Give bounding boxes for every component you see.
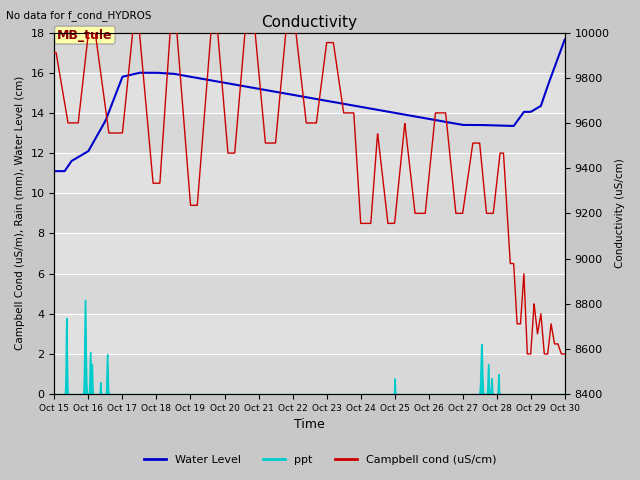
Bar: [54, 274, 564, 314]
Text: MB_tule: MB_tule: [57, 29, 113, 42]
Bar: [54, 314, 564, 354]
Bar: [54, 193, 564, 233]
X-axis label: Time: Time: [294, 419, 325, 432]
Title: Conductivity: Conductivity: [262, 15, 358, 30]
Y-axis label: Campbell Cond (uS/m), Rain (mm), Water Level (cm): Campbell Cond (uS/m), Rain (mm), Water L…: [15, 76, 25, 350]
Y-axis label: Conductivity (uS/cm): Conductivity (uS/cm): [615, 158, 625, 268]
Bar: [54, 73, 564, 113]
Bar: [54, 354, 564, 394]
Bar: [54, 33, 564, 73]
Bar: [54, 233, 564, 274]
Text: No data for f_cond_HYDROS: No data for f_cond_HYDROS: [6, 10, 152, 21]
Bar: [54, 113, 564, 153]
Legend: Water Level, ppt, Campbell cond (uS/cm): Water Level, ppt, Campbell cond (uS/cm): [140, 451, 500, 469]
Bar: [54, 153, 564, 193]
